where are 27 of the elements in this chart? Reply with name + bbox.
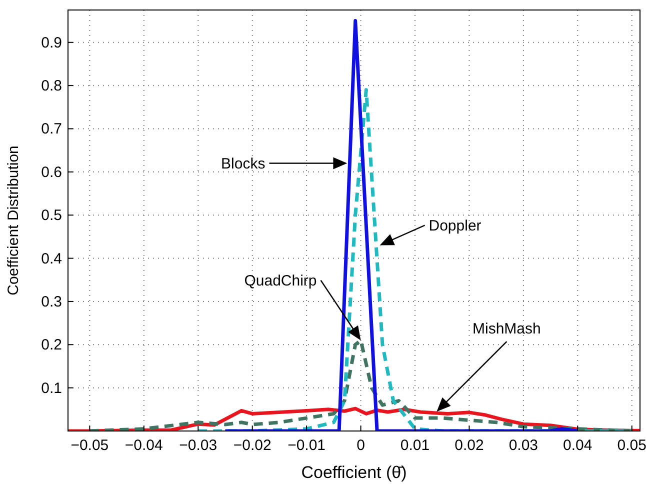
x-tick-label: 0.03 bbox=[508, 437, 538, 454]
annotation: Doppler bbox=[428, 217, 482, 234]
line-series bbox=[196, 88, 634, 431]
x-tick-label: −0.03 bbox=[179, 437, 218, 454]
x-tick-label: 0.01 bbox=[400, 437, 430, 454]
y-tick-label: 0.5 bbox=[41, 207, 62, 224]
annotation: MishMash bbox=[472, 320, 541, 338]
y-tick-label: 0.6 bbox=[41, 164, 62, 181]
y-tick-label: 0.2 bbox=[41, 336, 62, 354]
y-axis-title: Coefficient Distribution bbox=[5, 146, 22, 296]
x-tick-label: 0.02 bbox=[454, 437, 484, 454]
annotation: QuadChirp bbox=[244, 272, 317, 290]
x-tick-label: −0.01 bbox=[288, 437, 326, 454]
x-tick-label: 0.04 bbox=[563, 437, 592, 454]
y-tick-label: 0.7 bbox=[41, 120, 62, 138]
x-tick-label: −0.02 bbox=[233, 437, 272, 454]
y-tick-label: 0.1 bbox=[41, 380, 62, 397]
x-tick-label: −0.04 bbox=[124, 437, 163, 454]
x-axis-title: Coefficient (θ̄) bbox=[301, 463, 407, 482]
x-tick-label: 0 bbox=[356, 437, 365, 454]
x-tick-label: −0.05 bbox=[70, 437, 109, 454]
y-tick-label: 0.8 bbox=[41, 78, 62, 95]
x-tick-label: 0.05 bbox=[617, 437, 646, 454]
y-tick-label: 0.4 bbox=[41, 250, 62, 268]
annotation: Blocks bbox=[221, 155, 266, 172]
y-tick-label: 0.9 bbox=[41, 34, 62, 52]
y-tick-label: 0.3 bbox=[41, 293, 62, 310]
